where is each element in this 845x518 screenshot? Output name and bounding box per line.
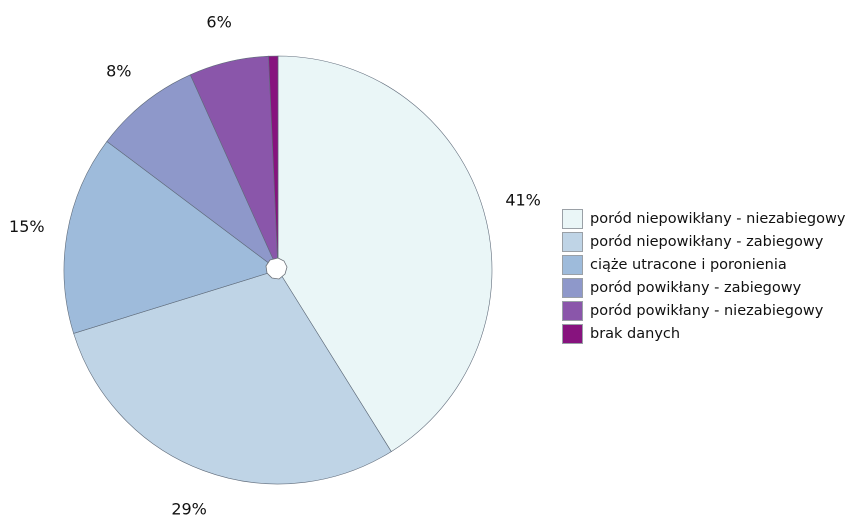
legend: poród niepowikłany - niezabiegowy poród … [562, 207, 845, 345]
legend-label: poród powikłany - niezabiegowy [590, 302, 824, 319]
legend-item: brak danych [562, 322, 845, 345]
slice-percent-label: 15% [9, 217, 45, 236]
legend-swatch [562, 208, 583, 229]
pie-slices [63, 55, 493, 485]
slice-percent-label: 8% [106, 61, 131, 80]
legend-item: poród powikłany - zabiegowy [562, 276, 845, 299]
legend-item: poród niepowikłany - niezabiegowy [562, 207, 845, 230]
legend-label: poród powikłany - zabiegowy [590, 279, 802, 296]
legend-label: poród niepowikłany - niezabiegowy [590, 210, 845, 227]
legend-label: ciąże utracone i poronienia [590, 256, 787, 273]
legend-swatch [562, 277, 583, 298]
pie-slice [63, 141, 279, 334]
slice-percent-label: 6% [206, 12, 231, 31]
legend-swatch [562, 323, 583, 344]
legend-swatch [562, 254, 583, 275]
legend-item: poród powikłany - niezabiegowy [562, 299, 845, 322]
legend-label: brak danych [590, 325, 681, 342]
legend-swatch [562, 231, 583, 252]
pie-center-hub [265, 257, 288, 280]
legend-label: poród niepowikłany - zabiegowy [590, 233, 824, 250]
legend-item: ciąże utracone i poronienia [562, 253, 845, 276]
slice-percent-label: 29% [171, 500, 207, 518]
pie-slice [277, 55, 493, 452]
legend-swatch [562, 300, 583, 321]
slice-percent-label: 41% [505, 190, 541, 209]
pie-slice [268, 55, 279, 271]
pie-percent-labels: 41% 29% 15% 8% 6% [9, 12, 541, 518]
pie-slice [73, 269, 392, 485]
legend-item: poród niepowikłany - zabiegowy [562, 230, 845, 253]
pie-slice [106, 74, 279, 271]
